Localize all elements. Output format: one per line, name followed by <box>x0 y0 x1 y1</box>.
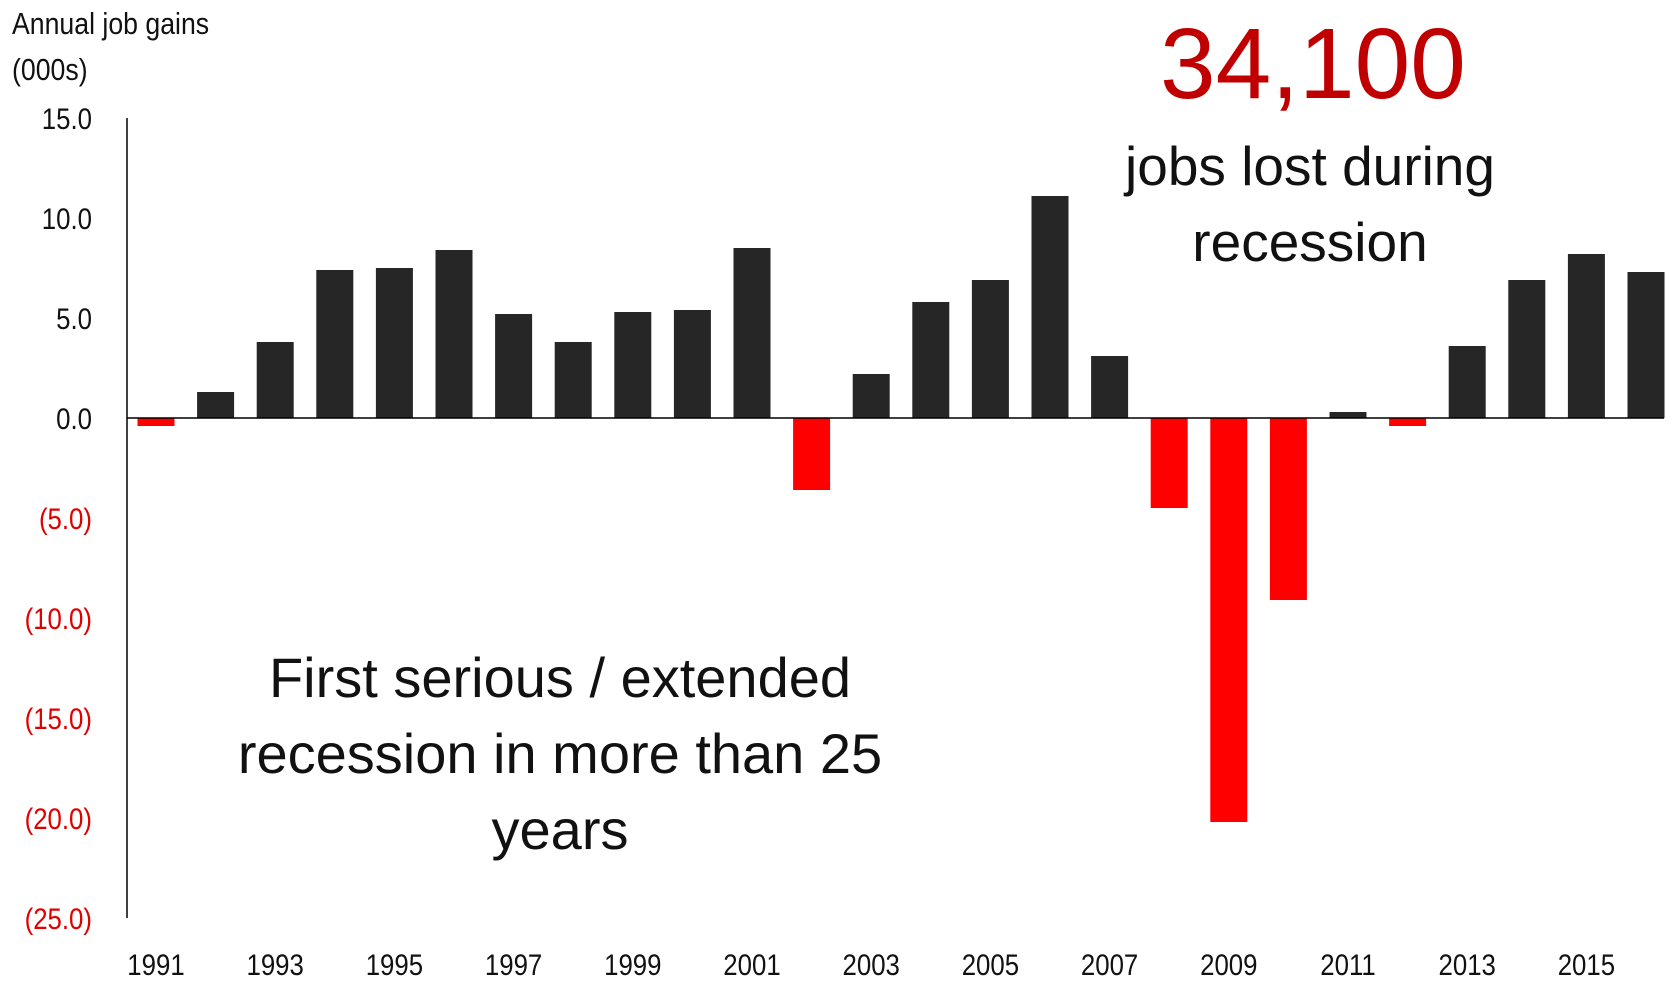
recession-note: First serious / extended recession in mo… <box>200 640 920 868</box>
x-tick-label: 2011 <box>1320 948 1375 981</box>
bar-2012 <box>1389 418 1427 426</box>
bar-2007 <box>1091 356 1129 418</box>
bar-1991 <box>137 418 175 426</box>
y-axis-title-line1: Annual job gains <box>12 6 210 41</box>
bar-1992 <box>197 392 235 418</box>
x-tick-label: 1995 <box>366 948 423 981</box>
bar-2009 <box>1210 418 1248 822</box>
x-tick-label: 1993 <box>247 948 304 981</box>
bar-1993 <box>256 342 294 418</box>
y-tick-label: (25.0) <box>25 902 92 935</box>
y-tick-label: 10.0 <box>42 202 92 235</box>
y-tick-label: (5.0) <box>39 502 92 535</box>
bar-2005 <box>971 280 1009 418</box>
x-tick-label: 1991 <box>127 948 184 981</box>
bar-2008 <box>1150 418 1188 508</box>
note-line3: years <box>491 798 629 861</box>
y-tick-label: 5.0 <box>56 302 92 335</box>
bar-2001 <box>733 248 771 418</box>
bar-2003 <box>852 374 890 418</box>
bar-1995 <box>375 268 413 418</box>
x-tick-label: 2009 <box>1200 948 1257 981</box>
x-tick-label: 2003 <box>843 948 900 981</box>
y-tick-label: (10.0) <box>25 602 92 635</box>
bar-2004 <box>912 302 950 418</box>
x-tick-label: 2015 <box>1558 948 1615 981</box>
annotation-text-line2: recession <box>1192 211 1428 273</box>
x-tick-label: 2005 <box>962 948 1019 981</box>
x-tick-label: 1999 <box>604 948 661 981</box>
bar-2000 <box>673 310 711 418</box>
y-axis-title-line2: (000s) <box>12 52 88 87</box>
bar-2015 <box>1567 254 1605 418</box>
annotation-text: jobs lost during recession <box>1060 128 1560 280</box>
bar-2011 <box>1329 412 1367 418</box>
bar-1997 <box>495 314 533 418</box>
y-tick-label: (15.0) <box>25 702 92 735</box>
annotation-text-line1: jobs lost during <box>1125 135 1495 197</box>
bar-2016 <box>1627 272 1665 418</box>
bar-1996 <box>435 250 473 418</box>
y-tick-label: 15.0 <box>42 102 92 135</box>
y-tick-label: 0.0 <box>56 402 92 435</box>
y-tick-label: (20.0) <box>25 802 92 835</box>
note-line2: recession in more than 25 <box>237 722 883 785</box>
x-tick-label: 2013 <box>1439 948 1496 981</box>
note-line1: First serious / extended <box>268 646 852 709</box>
bar-2006 <box>1031 196 1069 418</box>
bar-2014 <box>1508 280 1546 418</box>
bar-1994 <box>316 270 354 418</box>
bar-1998 <box>554 342 592 418</box>
x-tick-label: 2007 <box>1081 948 1138 981</box>
bar-2013 <box>1448 346 1486 418</box>
bar-2010 <box>1269 418 1307 600</box>
annotation-number: 34,100 <box>1160 8 1466 120</box>
x-tick-label: 2001 <box>723 948 780 981</box>
bar-1999 <box>614 312 652 418</box>
x-tick-label: 1997 <box>485 948 542 981</box>
bar-2002 <box>793 418 831 490</box>
